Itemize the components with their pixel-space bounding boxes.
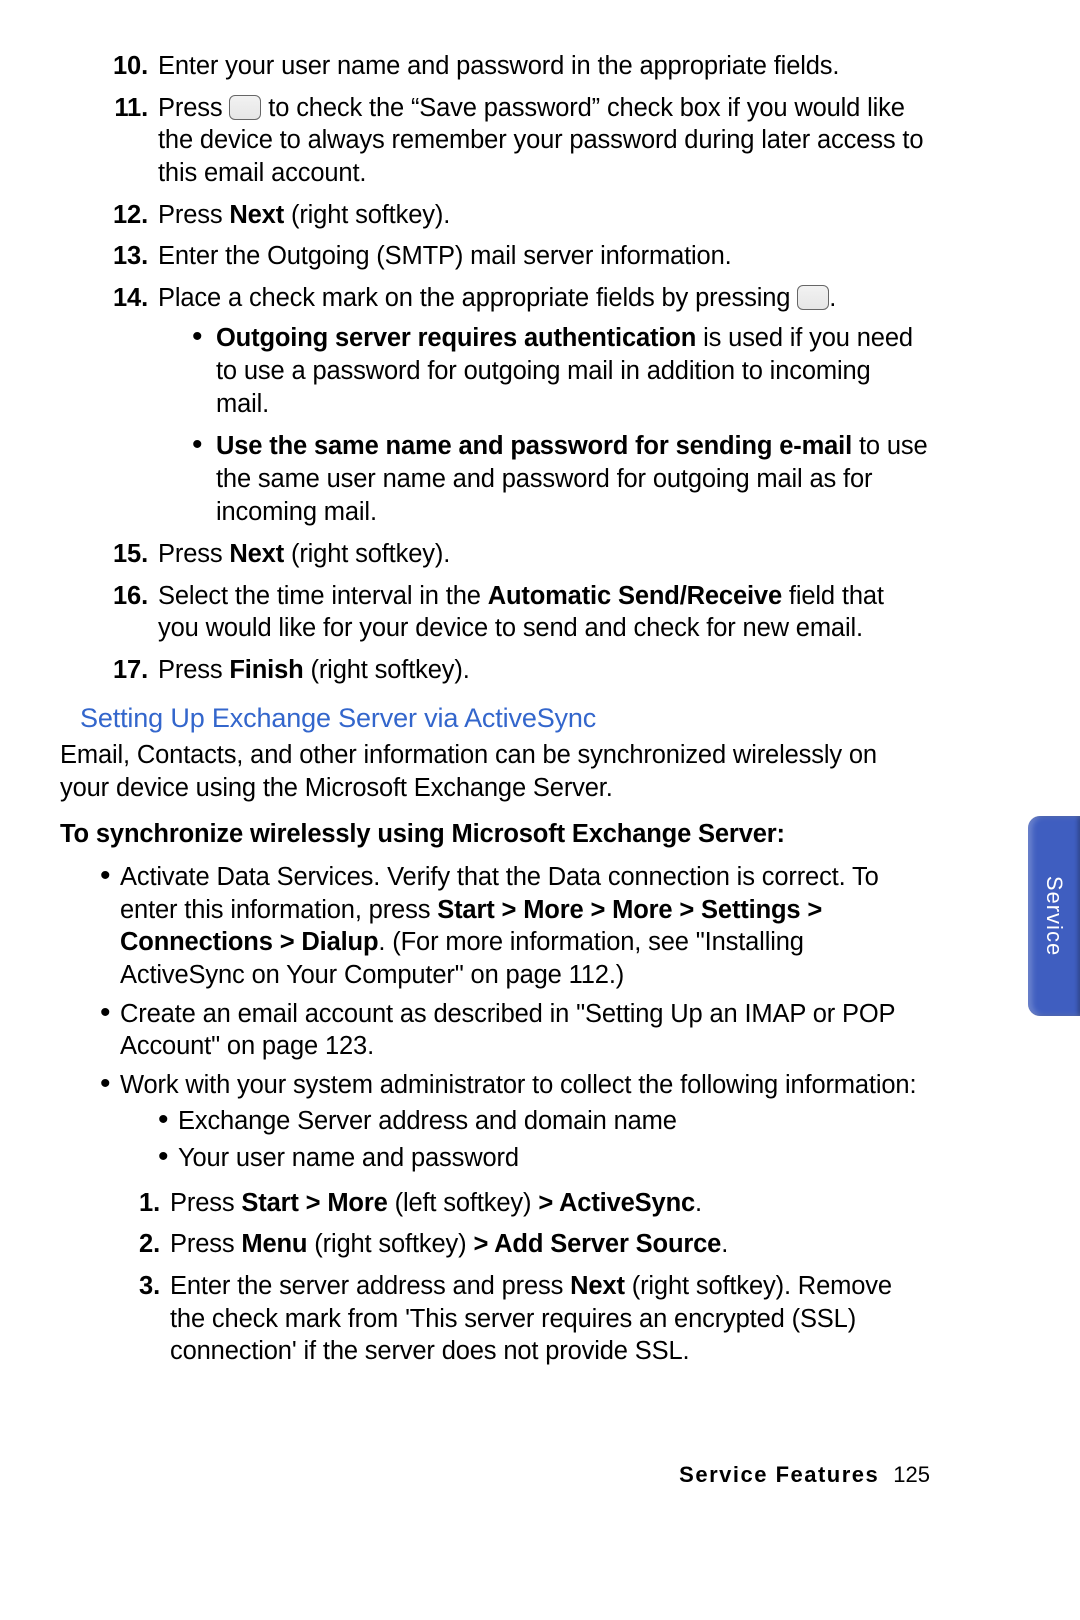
- step-text-post: (right softkey).: [304, 656, 470, 684]
- step-number: 15.: [96, 538, 148, 571]
- t-post: .: [721, 1230, 728, 1258]
- step-bold: Finish: [229, 656, 303, 684]
- main-ordered-list: 10. Enter your user name and password in…: [60, 50, 930, 687]
- t-b1: Next: [570, 1272, 625, 1300]
- ok-key-icon: [797, 285, 829, 310]
- step-bold: Automatic Send/Receive: [488, 582, 782, 610]
- step-13: 13. Enter the Outgoing (SMTP) mail serve…: [60, 240, 930, 273]
- step-text-pre: Press: [158, 656, 229, 684]
- sync-bullet-3: Work with your system administrator to c…: [120, 1069, 930, 1175]
- step-text-post: (right softkey).: [284, 540, 450, 568]
- step-text-pre: Press: [158, 94, 229, 122]
- t-b1: Start > More: [241, 1189, 387, 1217]
- step-10: 10. Enter your user name and password in…: [60, 50, 930, 83]
- b3-sub-a: Exchange Server address and domain name: [178, 1105, 930, 1138]
- step-17: 17. Press Finish (right softkey).: [60, 654, 930, 687]
- step-15: 15. Press Next (right softkey).: [60, 538, 930, 571]
- step-text: Enter the Outgoing (SMTP) mail server in…: [158, 242, 732, 270]
- step-bold: Next: [229, 540, 284, 568]
- b3-text: Work with your system administrator to c…: [120, 1071, 916, 1099]
- step-11: 11. Press to check the “Save password” c…: [60, 92, 930, 190]
- footer-section: Service Features: [679, 1462, 879, 1487]
- t-post: .: [695, 1189, 702, 1217]
- t-b1: Menu: [241, 1230, 307, 1258]
- step-number: 1.: [108, 1187, 160, 1220]
- t-mid: (left softkey): [388, 1189, 539, 1217]
- step-14-sub-a: Outgoing server requires authentication …: [216, 322, 930, 420]
- ol2-step-3: 3. Enter the server address and press Ne…: [60, 1270, 930, 1368]
- t-b2: > Add Server Source: [473, 1230, 721, 1258]
- side-tab: Service: [1028, 816, 1080, 1016]
- step-number: 3.: [108, 1270, 160, 1303]
- step-number: 16.: [96, 580, 148, 613]
- step-number: 17.: [96, 654, 148, 687]
- sync-bullet-list: Activate Data Services. Verify that the …: [60, 861, 930, 1175]
- footer-page-number: 125: [893, 1462, 930, 1487]
- step-text: Enter your user name and password in the…: [158, 52, 839, 80]
- step-number: 10.: [96, 50, 148, 83]
- ol2-step-2: 2. Press Menu (right softkey) > Add Serv…: [60, 1228, 930, 1261]
- sub-bold: Outgoing server requires authentication: [216, 324, 696, 352]
- page-content: 10. Enter your user name and password in…: [60, 50, 930, 1377]
- step-12: 12. Press Next (right softkey).: [60, 199, 930, 232]
- step-number: 11.: [96, 92, 148, 125]
- step-bold: Next: [229, 201, 284, 229]
- page-footer: Service Features 125: [60, 1462, 930, 1488]
- step-14-sub-b: Use the same name and password for sendi…: [216, 430, 930, 528]
- t-pre: Enter the server address and press: [170, 1272, 570, 1300]
- t-mid: (right softkey): [307, 1230, 473, 1258]
- step-text-pre: Press: [158, 201, 229, 229]
- sync-bullet-3-sub: Exchange Server address and domain name …: [120, 1105, 930, 1174]
- sub-bold: Use the same name and password for sendi…: [216, 432, 852, 460]
- t-b2: > ActiveSync: [538, 1189, 695, 1217]
- step-text-post: (right softkey).: [284, 201, 450, 229]
- sync-bullet-2: Create an email account as described in …: [120, 998, 930, 1063]
- step-number: 12.: [96, 199, 148, 232]
- ol2-step-1: 1. Press Start > More (left softkey) > A…: [60, 1187, 930, 1220]
- t-pre: Press: [170, 1230, 241, 1258]
- section-intro: Email, Contacts, and other information c…: [60, 739, 930, 804]
- ok-key-icon: [229, 95, 261, 120]
- step-number: 13.: [96, 240, 148, 273]
- step-14-sublist: Outgoing server requires authentication …: [158, 322, 930, 528]
- step-number: 14.: [96, 282, 148, 315]
- section-heading: Setting Up Exchange Server via ActiveSyn…: [80, 701, 930, 736]
- step-text-post: to check the “Save password” check box i…: [158, 94, 923, 187]
- step-text-pre: Press: [158, 540, 229, 568]
- step-text-post: .: [829, 284, 836, 312]
- side-tab-label: Service: [1041, 876, 1067, 956]
- t-pre: Press: [170, 1189, 241, 1217]
- sync-heading: To synchronize wirelessly using Microsof…: [60, 818, 930, 851]
- sync-bullet-1: Activate Data Services. Verify that the …: [120, 861, 930, 992]
- step-text-pre: Place a check mark on the appropriate fi…: [158, 284, 797, 312]
- step-text-pre: Select the time interval in the: [158, 582, 488, 610]
- step-16: 16. Select the time interval in the Auto…: [60, 580, 930, 645]
- second-ordered-list: 1. Press Start > More (left softkey) > A…: [60, 1187, 930, 1368]
- step-14: 14. Place a check mark on the appropriat…: [60, 282, 930, 528]
- b3-sub-b: Your user name and password: [178, 1142, 930, 1175]
- step-number: 2.: [108, 1228, 160, 1261]
